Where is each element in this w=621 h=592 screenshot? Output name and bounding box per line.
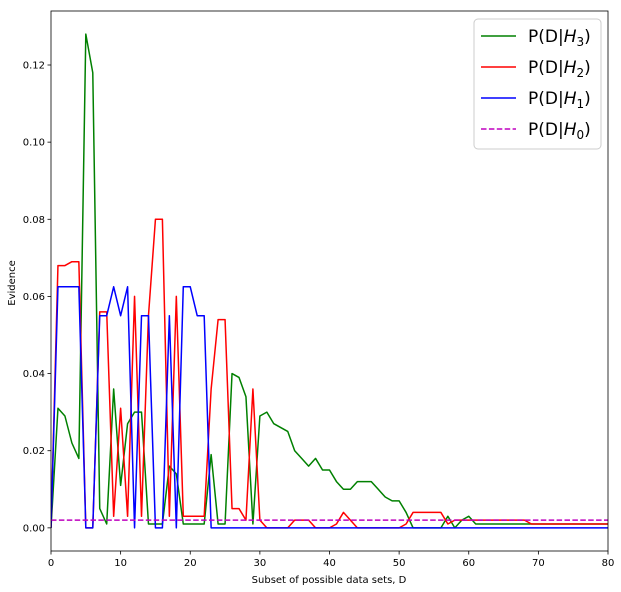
series-line-h1 bbox=[51, 286, 608, 529]
x-tick-label: 50 bbox=[393, 558, 406, 569]
x-tick-label: 40 bbox=[323, 558, 336, 569]
plot-frame bbox=[50, 10, 609, 552]
y-tick-label: 0.00 bbox=[23, 523, 45, 534]
x-axis-label: Subset of possible data sets, D bbox=[252, 575, 407, 586]
x-tick-label: 70 bbox=[532, 558, 545, 569]
legend: P(D|H3) P(D|H2) P(D|H1) P(D|H0) bbox=[473, 18, 602, 150]
plot-area bbox=[51, 33, 608, 529]
legend-label-h3: P(D|H3) bbox=[528, 27, 591, 49]
y-tick-label: 0.12 bbox=[23, 61, 45, 72]
y-tick-label: 0.04 bbox=[23, 369, 45, 380]
axis-ticks: 0 10 20 30 40 50 60 70 80 0.00 0.02 0.04 0.06 0.08 0.1… bbox=[23, 61, 615, 570]
y-tick-label: 0.06 bbox=[23, 292, 45, 303]
x-tick-label: 80 bbox=[602, 558, 615, 569]
legend-label-h1: P(D|H1) bbox=[528, 89, 591, 111]
x-tick-label: 10 bbox=[114, 558, 127, 569]
y-axis-label: Evidence bbox=[7, 260, 18, 306]
y-tick-label: 0.10 bbox=[23, 138, 45, 149]
x-tick-label: 60 bbox=[462, 558, 475, 569]
legend-label-h2: P(D|H2) bbox=[528, 58, 591, 80]
y-tick-label: 0.02 bbox=[23, 446, 45, 457]
x-tick-label: 30 bbox=[254, 558, 267, 569]
x-tick-label: 0 bbox=[48, 558, 54, 569]
x-tick-label: 20 bbox=[184, 558, 197, 569]
legend-box bbox=[473, 18, 602, 150]
legend-label-h0: P(D|H0) bbox=[528, 120, 591, 142]
y-tick-label: 0.08 bbox=[23, 215, 45, 226]
series-group bbox=[51, 33, 608, 529]
